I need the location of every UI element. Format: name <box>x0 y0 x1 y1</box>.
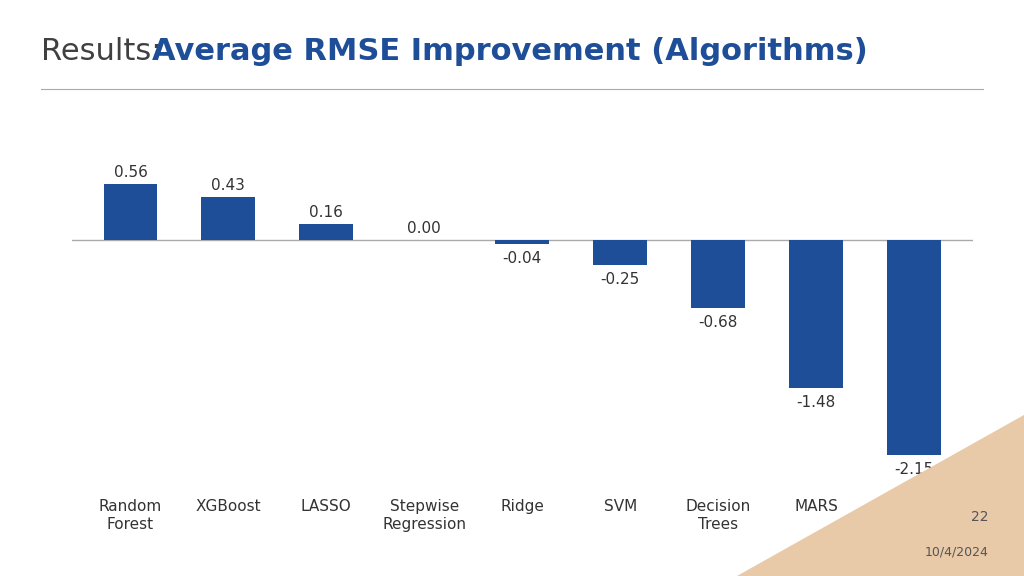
Bar <box>299 224 353 240</box>
Text: -2.15: -2.15 <box>894 462 934 477</box>
Bar <box>202 198 255 240</box>
Text: 0.43: 0.43 <box>212 179 246 194</box>
Bar <box>103 184 158 240</box>
Text: Average RMSE Improvement (Algorithms): Average RMSE Improvement (Algorithms) <box>152 37 867 66</box>
Bar <box>496 240 549 244</box>
Bar <box>790 240 843 388</box>
Bar <box>593 240 647 265</box>
Text: -0.25: -0.25 <box>600 272 640 287</box>
Text: 0.56: 0.56 <box>114 165 147 180</box>
Text: 10/4/2024: 10/4/2024 <box>925 545 988 559</box>
Text: -0.68: -0.68 <box>698 315 738 330</box>
Polygon shape <box>737 415 1024 576</box>
Bar <box>691 240 745 308</box>
Text: 0.00: 0.00 <box>408 221 441 236</box>
Text: Results:: Results: <box>41 37 171 66</box>
Text: 22: 22 <box>971 510 988 524</box>
Text: 0.16: 0.16 <box>309 205 343 221</box>
Text: -0.04: -0.04 <box>503 251 542 266</box>
Bar <box>887 240 941 454</box>
Text: -1.48: -1.48 <box>797 395 836 410</box>
